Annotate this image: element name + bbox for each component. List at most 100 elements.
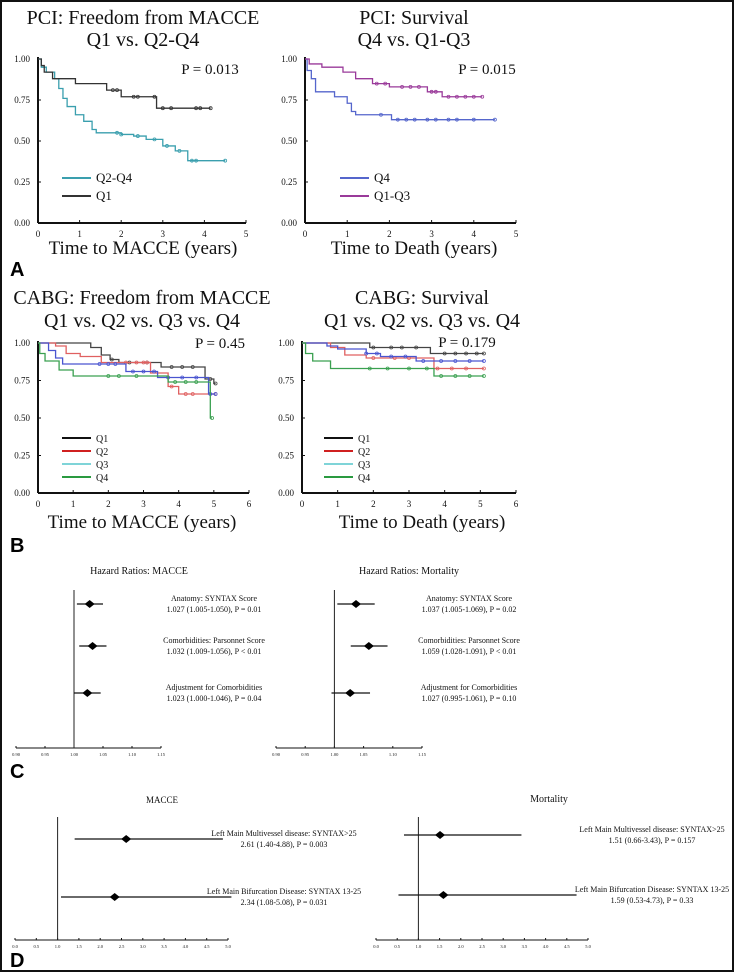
- censor-mark: [194, 380, 199, 384]
- censor-mark: [374, 81, 379, 86]
- x-tick-label: 4.5: [564, 944, 570, 949]
- x-tick-label: 0: [300, 499, 305, 509]
- censor-mark: [464, 351, 468, 356]
- censor-mark: [455, 117, 459, 122]
- survival-curve-q3: [302, 342, 484, 362]
- legend-label: Q1: [96, 434, 108, 445]
- panel-letter-c: C: [10, 761, 25, 783]
- hazard-ratio-marker: [438, 891, 449, 899]
- x-tick-label: 3.0: [140, 944, 146, 949]
- x-tick-label: 3.5: [161, 944, 167, 949]
- x-tick-label: 0: [303, 229, 308, 239]
- censor-mark: [194, 375, 199, 380]
- censor-mark: [183, 380, 188, 384]
- p-value-annotation: P = 0.45: [195, 336, 245, 352]
- row-label: Anatomy: SYNTAX Score: [426, 594, 512, 603]
- censor-mark: [190, 158, 194, 163]
- legend-label: Q1: [96, 188, 112, 203]
- legend-label: Q2: [96, 447, 108, 458]
- x-tick-label: 0: [36, 499, 41, 509]
- x-tick-label: 2: [119, 229, 124, 239]
- hazard-ratio-marker: [87, 642, 98, 650]
- censor-mark: [453, 351, 458, 356]
- x-tick-label: 5: [244, 229, 249, 239]
- censor-mark: [135, 94, 140, 99]
- x-tick-label: 1.05: [99, 752, 108, 757]
- legend-label: Q2: [358, 447, 370, 458]
- forest-title: Hazard Ratios: MACCE: [90, 566, 188, 577]
- censor-mark: [383, 81, 388, 86]
- censor-mark: [119, 132, 124, 137]
- censor-mark: [180, 375, 185, 380]
- x-tick-label: 1.10: [128, 752, 137, 757]
- row-estimate: 2.61 (1.40-4.88), P = 0.003: [241, 840, 328, 849]
- row-estimate: 1.027 (0.995-1.061), P = 0.10: [422, 694, 517, 703]
- censor-mark: [131, 94, 136, 99]
- row-label: Anatomy: SYNTAX Score: [171, 594, 257, 603]
- censor-mark: [134, 374, 139, 378]
- row-label: Left Main Multivessel disease: SYNTAX>25: [211, 829, 356, 838]
- x-tick-label: 0: [36, 229, 41, 239]
- censor-mark: [364, 351, 369, 356]
- hazard-ratio-marker: [82, 689, 93, 697]
- censor-mark: [116, 374, 121, 378]
- censor-mark: [467, 359, 472, 363]
- censor-mark: [417, 84, 421, 89]
- censor-mark: [223, 158, 228, 163]
- x-tick-label: 0.95: [41, 752, 50, 757]
- x-tick-label: 4: [472, 229, 477, 239]
- y-tick-label: 0.50: [14, 136, 30, 146]
- row-estimate: 1.059 (1.028-1.091), P < 0.01: [422, 647, 517, 656]
- row-label: Left Main Bifurcation Disease: SYNTAX 13…: [207, 887, 361, 896]
- y-tick-label: 0.25: [14, 451, 30, 461]
- censor-mark: [141, 369, 146, 374]
- panel-letter-d: D: [10, 950, 25, 972]
- x-tick-label: 5: [514, 229, 519, 239]
- y-tick-label: 1.00: [278, 338, 294, 348]
- censor-mark: [145, 360, 149, 365]
- row-label: Left Main Bifurcation Disease: SYNTAX 13…: [575, 885, 729, 894]
- censor-mark: [208, 106, 213, 111]
- x-tick-label: 3: [161, 229, 166, 239]
- x-tick-label: 1.0: [55, 944, 61, 949]
- y-tick-label: 0.50: [278, 413, 294, 423]
- legend-label: Q3: [96, 460, 108, 471]
- x-tick-label: 1.15: [418, 752, 427, 757]
- y-tick-label: 0.50: [281, 136, 297, 146]
- row-estimate: 1.032 (1.009-1.056), P < 0.01: [167, 647, 262, 656]
- survival-curve-q2: [302, 342, 484, 370]
- x-tick-label: 2: [387, 229, 392, 239]
- censor-mark: [429, 89, 434, 94]
- y-tick-label: 0.00: [281, 218, 297, 228]
- x-tick-label: 4: [176, 499, 181, 509]
- censor-mark: [169, 365, 174, 369]
- hazard-ratio-marker: [345, 689, 356, 697]
- censor-mark: [492, 117, 497, 122]
- censor-mark: [194, 106, 198, 111]
- censor-mark: [152, 369, 156, 374]
- hazard-ratio-marker: [351, 600, 362, 608]
- censor-mark: [389, 345, 394, 350]
- x-axis-label: Time to MACCE (years): [49, 238, 238, 259]
- y-tick-label: 0.75: [278, 376, 294, 386]
- y-tick-label: 0.00: [14, 218, 30, 228]
- survival-curve-q2: [38, 342, 216, 395]
- x-tick-label: 0.90: [12, 752, 21, 757]
- survival-curve-q3: [38, 342, 216, 395]
- legend-label: Q4: [358, 473, 370, 484]
- y-tick-label: 1.00: [281, 54, 297, 64]
- y-tick-label: 0.00: [14, 488, 30, 498]
- x-tick-label: 3.0: [500, 944, 506, 949]
- y-tick-label: 0.75: [14, 95, 30, 105]
- censor-mark: [169, 384, 174, 389]
- censor-mark: [131, 369, 135, 374]
- x-tick-label: 5: [478, 499, 483, 509]
- x-tick-label: 0.5: [33, 944, 39, 949]
- censor-mark: [395, 117, 400, 122]
- x-tick-label: 0.0: [12, 944, 18, 949]
- censor-mark: [433, 89, 438, 94]
